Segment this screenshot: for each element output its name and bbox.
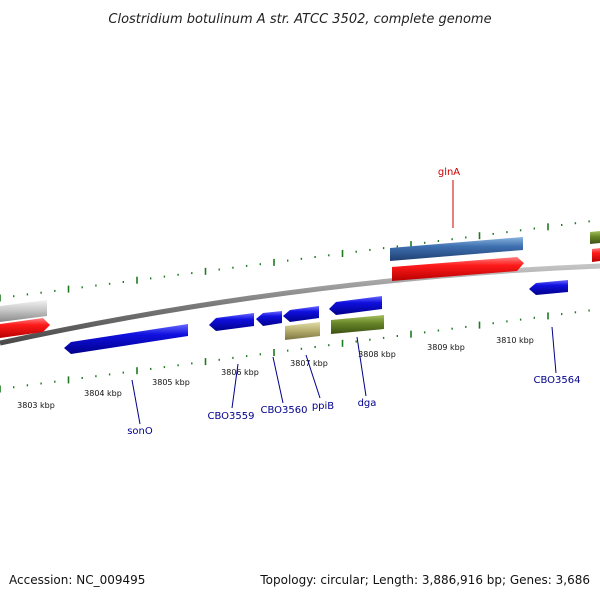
reverse-strand-tick-ring — [0, 309, 590, 393]
gene-sonO[interactable] — [64, 324, 188, 354]
gene-label-CBO3559[interactable]: CBO3559 — [208, 411, 255, 422]
gene-grey-feature[interactable] — [0, 300, 47, 322]
gene-red-feature-left[interactable] — [0, 318, 50, 338]
scale-label-3808: 3808 kbp — [358, 350, 396, 359]
gene-CBO3559[interactable] — [209, 313, 254, 331]
gene-label-sonO[interactable]: sonO — [127, 426, 153, 437]
gene-CBO3564[interactable] — [529, 280, 568, 295]
gene-label-CBO3560[interactable]: CBO3560 — [261, 405, 308, 416]
leader-sonO — [131, 379, 141, 425]
gene-label-CBO3564[interactable]: CBO3564 — [534, 375, 581, 386]
gene-CBO3560[interactable] — [256, 311, 282, 326]
label-leaders — [131, 180, 557, 425]
gene-dga[interactable] — [331, 315, 384, 334]
gene-label-ppiB[interactable]: ppiB — [312, 401, 334, 412]
gene-ppiB-blue[interactable] — [283, 306, 319, 322]
gene-red-feature-glnA[interactable] — [392, 257, 524, 281]
leader-dga — [356, 336, 367, 397]
leader-CBO3559 — [231, 363, 239, 409]
forward-strand-genes — [0, 231, 600, 338]
gene-dga-blue[interactable] — [329, 296, 382, 315]
leader-ppiB — [305, 354, 321, 399]
forward-strand-tick-ring — [0, 220, 590, 302]
scale-label-3805: 3805 kbp — [152, 378, 190, 387]
scale-label-3804: 3804 kbp — [84, 389, 122, 398]
gene-olive-feature-right[interactable] — [590, 231, 600, 244]
scale-label-3806: 3806 kbp — [221, 368, 259, 377]
scale-label-3810: 3810 kbp — [496, 336, 534, 345]
scale-label-3803: 3803 kbp — [17, 401, 55, 410]
gene-label-glnA[interactable]: glnA — [438, 167, 460, 178]
leader-CBO3564 — [551, 326, 557, 374]
gene-labels: glnA sonO CBO3559 CBO3560 ppiB dga CBO35… — [127, 167, 580, 437]
gene-ppiB[interactable] — [285, 322, 320, 340]
map-title: Clostridium botulinum A str. ATCC 3502, … — [108, 12, 491, 27]
genome-summary-text: Topology: circular; Length: 3,886,916 bp… — [260, 573, 590, 587]
reverse-strand-genes — [64, 280, 568, 354]
accession-text: Accession: NC_009495 — [9, 573, 146, 587]
scale-label-3809: 3809 kbp — [427, 343, 465, 352]
gene-label-dga[interactable]: dga — [358, 398, 377, 409]
gene-red-feature-right[interactable] — [592, 248, 600, 262]
leader-CBO3560 — [272, 356, 284, 404]
gene-glnA[interactable] — [390, 237, 523, 261]
